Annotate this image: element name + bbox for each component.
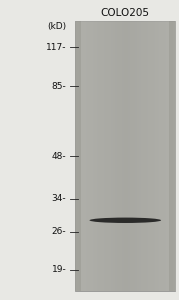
Text: 117-: 117-	[46, 43, 66, 52]
Bar	[75, 21, 175, 291]
Bar	[75, 21, 81, 291]
Text: 48-: 48-	[52, 152, 66, 161]
Ellipse shape	[90, 218, 161, 223]
Text: 34-: 34-	[52, 194, 66, 203]
Text: 19-: 19-	[52, 266, 66, 274]
Text: 26-: 26-	[52, 227, 66, 236]
Text: (kD): (kD)	[47, 22, 66, 32]
Text: COLO205: COLO205	[101, 8, 150, 18]
Text: 85-: 85-	[52, 82, 66, 91]
Bar	[169, 21, 175, 291]
